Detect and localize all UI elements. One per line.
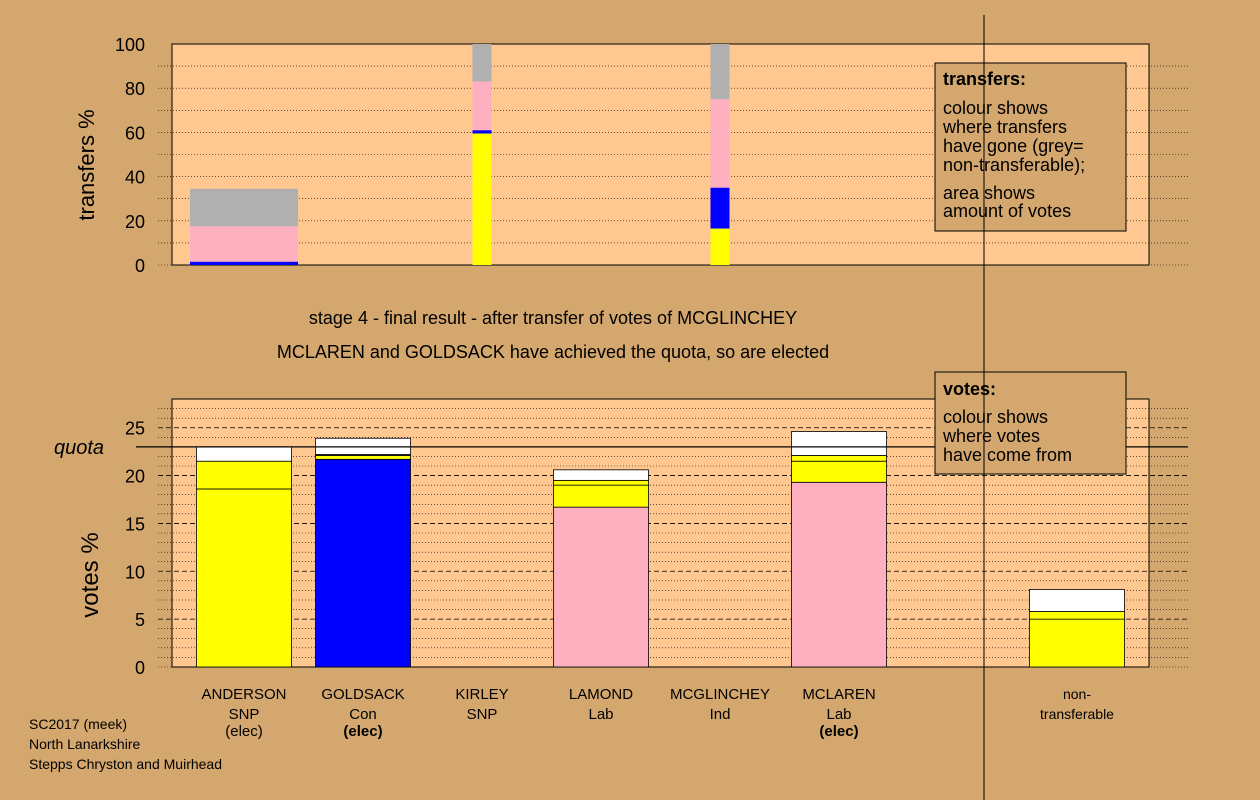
candidate-name: MCLAREN (802, 686, 875, 703)
vote-bar-segment (196, 488, 292, 668)
y-tick-label: 15 (125, 514, 145, 534)
vote-bar-segment (1029, 618, 1125, 668)
stage-heading: stage 4 - final result - after transfer … (309, 308, 797, 328)
y-tick-label: 25 (125, 419, 145, 439)
transfers-legend-line: non-transferable); (943, 155, 1085, 175)
y-tick-label: 60 (125, 123, 145, 143)
vote-bar-segment (1029, 589, 1125, 612)
y-tick-label: 0 (135, 658, 145, 678)
y-tick-label: 40 (125, 168, 145, 188)
votes-legend-line: colour shows (943, 407, 1048, 427)
transfers-y-axis-label: transfers % (74, 109, 99, 220)
transfer-bar-segment (710, 187, 730, 229)
vote-bar-segment (553, 484, 649, 508)
transfer-bar-segment (472, 44, 492, 82)
candidate-party: Lab (826, 706, 851, 723)
vote-bar-segment (553, 479, 649, 486)
vote-bar-segment (791, 481, 887, 668)
vote-bar-segment (1029, 611, 1125, 620)
y-tick-label: 5 (135, 610, 145, 630)
votes-legend: votes: colour shows where votes have com… (934, 371, 1127, 475)
transfers-y-axis-ticks: 0 20 40 60 80 100 (115, 35, 145, 276)
y-tick-label: 0 (135, 256, 145, 276)
transfers-legend-title: transfers: (943, 69, 1026, 89)
candidate-party: transferable (1040, 706, 1114, 722)
votes-legend-title: votes: (943, 379, 996, 399)
y-tick-label: 20 (125, 212, 145, 232)
vote-bar-segment (791, 431, 887, 456)
ward-label: Stepps Chryston and Muirhead (29, 756, 222, 772)
transfer-bar-segment (472, 81, 492, 131)
quota-label: quota (54, 437, 104, 459)
source-label: SC2017 (meek) (29, 716, 127, 732)
candidate-party: Ind (710, 706, 731, 723)
transfers-legend-line: amount of votes (943, 201, 1071, 221)
transfer-bar-segment (710, 228, 730, 265)
y-tick-label: 100 (115, 35, 145, 55)
candidate-status: (elec) (343, 723, 382, 740)
votes-bars (196, 431, 1125, 668)
vote-bar-segment (196, 446, 292, 462)
vote-bar-segment (315, 455, 411, 460)
transfer-bar-segment (472, 133, 492, 265)
candidate-labels: ANDERSONSNP(elec)GOLDSACKCon(elec)KIRLEY… (201, 686, 1114, 740)
transfer-bar-segment (710, 44, 730, 100)
transfers-legend-line: colour shows (943, 98, 1048, 118)
transfer-bar-segment (190, 226, 298, 262)
transfers-bars (190, 44, 730, 265)
candidate-party: SNP (229, 706, 260, 723)
candidate-party: Con (349, 706, 377, 723)
candidate-status: (elec) (819, 723, 858, 740)
transfers-legend-line: where transfers (942, 117, 1067, 137)
y-tick-label: 20 (125, 467, 145, 487)
y-tick-label: 80 (125, 79, 145, 99)
vote-bar-segment (791, 460, 887, 483)
vote-bar-segment (791, 455, 887, 462)
votes-legend-line: where votes (942, 426, 1040, 446)
y-tick-label: 10 (125, 562, 145, 582)
candidate-name: MCGLINCHEY (670, 686, 770, 703)
candidate-name: GOLDSACK (321, 686, 404, 703)
elected-heading: MCLAREN and GOLDSACK have achieved the q… (277, 342, 829, 362)
candidate-name: KIRLEY (455, 686, 508, 703)
vote-bar-segment (196, 460, 292, 490)
vote-bar-segment (553, 506, 649, 668)
transfer-bar-segment (710, 99, 730, 188)
transfer-bar-segment (472, 130, 492, 134)
transfers-legend-line: area shows (943, 183, 1035, 203)
candidate-party: SNP (467, 706, 498, 723)
vote-bar-segment (315, 458, 411, 668)
candidate-name: LAMOND (569, 686, 633, 703)
transfer-bar-segment (190, 261, 298, 265)
vote-bar-segment (553, 469, 649, 481)
transfers-legend-line: have gone (grey= (943, 136, 1084, 156)
candidate-name: non- (1063, 686, 1091, 702)
votes-legend-line: have come from (943, 445, 1072, 465)
votes-y-axis-ticks: 0 5 10 15 20 25 (125, 419, 145, 678)
votes-y-axis-label: votes % (77, 532, 104, 617)
council-label: North Lanarkshire (29, 736, 140, 752)
transfer-bar-segment (190, 188, 298, 227)
candidate-name: ANDERSON (201, 686, 286, 703)
candidate-party: Lab (588, 706, 613, 723)
transfers-legend: transfers: colour shows where transfers … (934, 62, 1127, 232)
candidate-status: (elec) (225, 723, 263, 740)
